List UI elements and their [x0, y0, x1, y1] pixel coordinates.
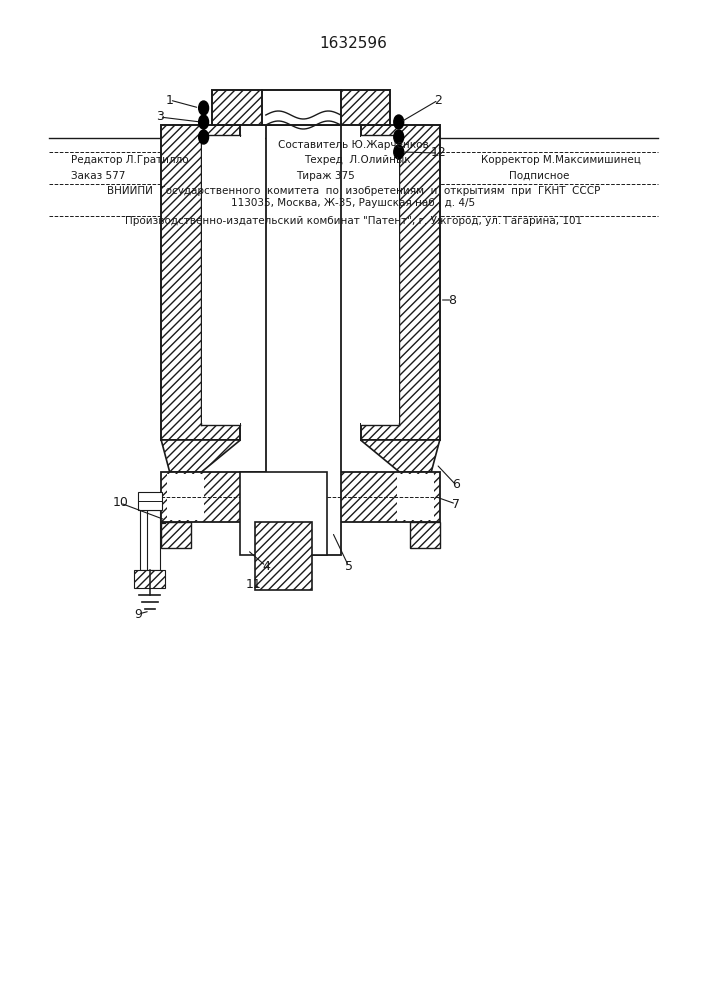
Polygon shape — [266, 111, 341, 129]
Text: Корректор М.Максимишинец: Корректор М.Максимишинец — [481, 155, 641, 165]
Polygon shape — [361, 440, 440, 472]
Polygon shape — [410, 522, 440, 548]
Polygon shape — [212, 90, 262, 125]
Text: Производственно-издательский комбинат "Патент", г. Ужгород, ул. Гагарина, 101: Производственно-издательский комбинат "П… — [125, 216, 582, 226]
Text: Подписное: Подписное — [509, 171, 569, 181]
Text: Тираж 375: Тираж 375 — [296, 171, 355, 181]
Circle shape — [199, 115, 209, 129]
Polygon shape — [167, 474, 204, 520]
Text: 11: 11 — [245, 578, 261, 591]
Text: 1: 1 — [165, 94, 174, 106]
Text: 8: 8 — [448, 294, 457, 306]
Text: 2: 2 — [434, 94, 443, 106]
Polygon shape — [341, 137, 399, 423]
Circle shape — [394, 130, 404, 144]
Polygon shape — [161, 440, 240, 472]
Text: Составитель Ю.Жарченков: Составитель Ю.Жарченков — [278, 140, 429, 150]
Text: ВНИИПИ  Государственного  комитета  по  изобретениям  и  открытиям  при  ГКНТ  С: ВНИИПИ Государственного комитета по изоб… — [107, 186, 600, 196]
Polygon shape — [361, 125, 440, 440]
Text: 7: 7 — [452, 497, 460, 510]
Circle shape — [199, 130, 209, 144]
Circle shape — [394, 145, 404, 159]
Polygon shape — [341, 90, 390, 125]
Text: Редактор Л.Гратилло: Редактор Л.Гратилло — [71, 155, 188, 165]
Text: 5: 5 — [344, 560, 353, 572]
Text: 3: 3 — [156, 110, 164, 123]
Text: 1632596: 1632596 — [320, 36, 387, 51]
Polygon shape — [134, 570, 165, 588]
Polygon shape — [266, 125, 341, 555]
Circle shape — [199, 101, 209, 115]
Text: 12: 12 — [431, 146, 446, 159]
Polygon shape — [327, 472, 440, 522]
Polygon shape — [397, 474, 434, 520]
Polygon shape — [255, 522, 312, 590]
Polygon shape — [361, 135, 399, 425]
Polygon shape — [201, 135, 240, 425]
Polygon shape — [147, 510, 160, 570]
Polygon shape — [161, 125, 240, 440]
Text: 10: 10 — [112, 496, 128, 510]
Polygon shape — [161, 472, 276, 522]
Polygon shape — [240, 472, 327, 555]
Polygon shape — [138, 492, 162, 510]
Text: 4: 4 — [262, 560, 270, 572]
Text: Заказ 577: Заказ 577 — [71, 171, 125, 181]
Circle shape — [394, 115, 404, 129]
Text: 9: 9 — [134, 607, 143, 620]
Text: 6: 6 — [452, 479, 460, 491]
Polygon shape — [202, 137, 265, 423]
Text: Техред  Л.Олийнык: Техред Л.Олийнык — [304, 155, 411, 165]
Text: 113035, Москва, Ж-35, Раушская наб., д. 4/5: 113035, Москва, Ж-35, Раушская наб., д. … — [231, 198, 476, 208]
Polygon shape — [161, 522, 191, 548]
Polygon shape — [262, 90, 341, 125]
Polygon shape — [140, 510, 153, 570]
